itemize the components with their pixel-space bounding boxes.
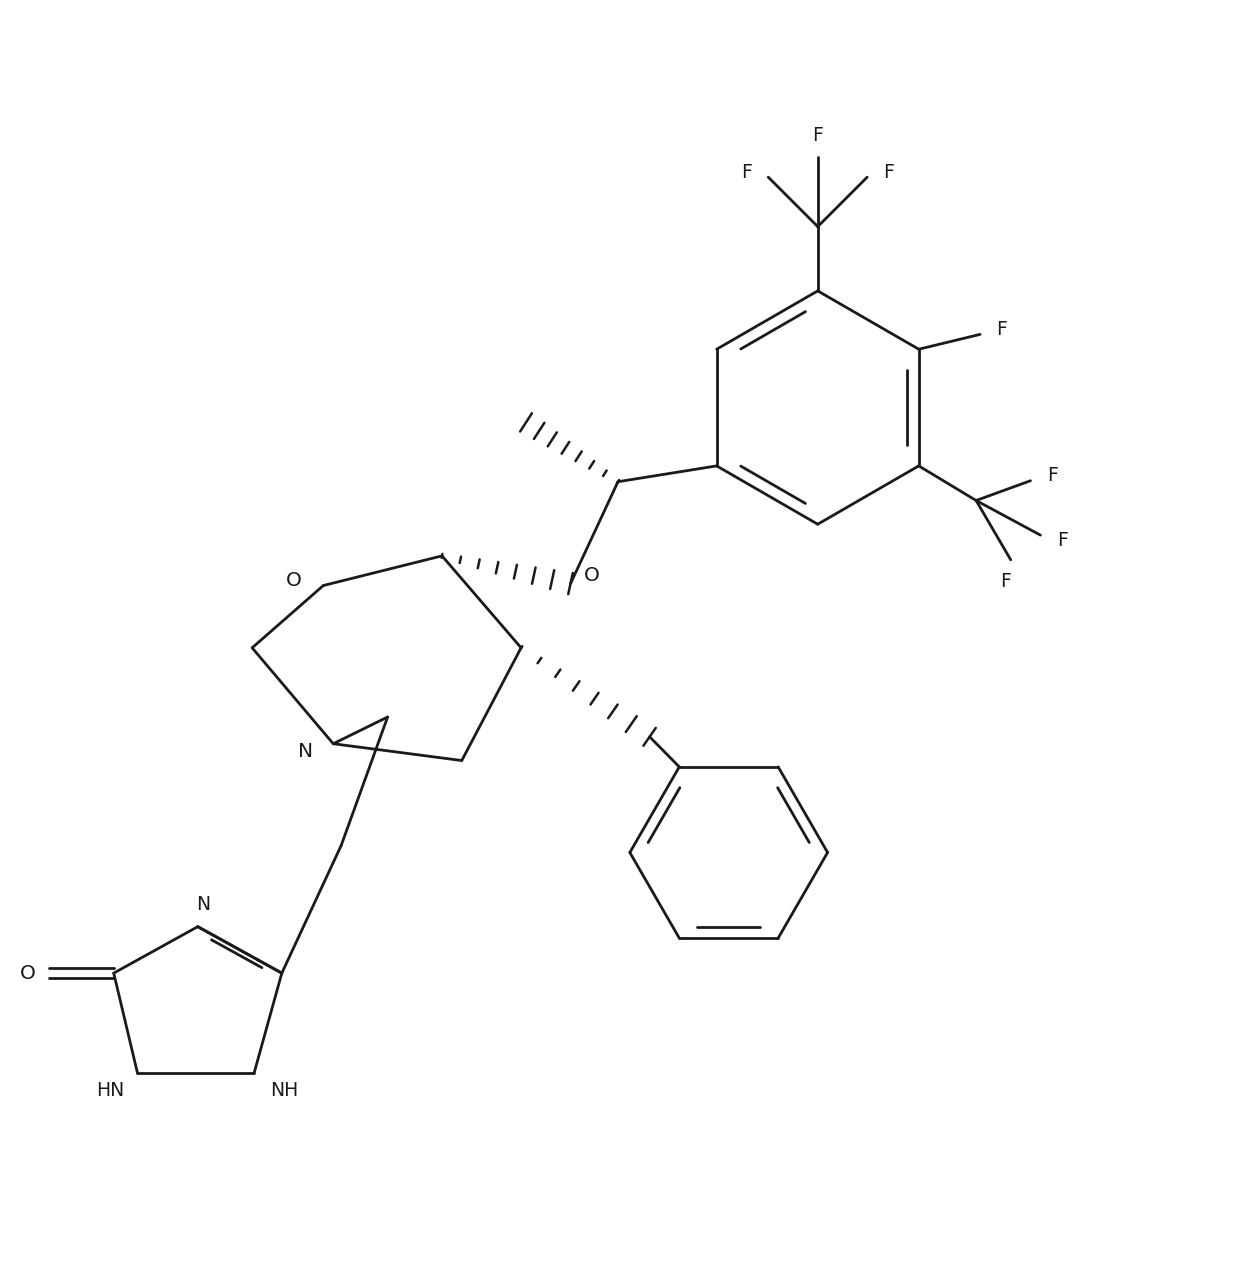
Text: O: O <box>585 566 600 585</box>
Text: HN: HN <box>96 1081 123 1100</box>
Text: F: F <box>812 126 823 145</box>
Text: F: F <box>1056 531 1067 550</box>
Text: NH: NH <box>270 1081 297 1100</box>
Text: F: F <box>1001 573 1011 592</box>
Text: F: F <box>996 320 1007 339</box>
Text: O: O <box>20 963 36 982</box>
Text: N: N <box>297 742 313 761</box>
Text: F: F <box>742 163 752 182</box>
Text: N: N <box>196 895 210 914</box>
Text: O: O <box>286 571 301 590</box>
Text: F: F <box>884 163 895 182</box>
Text: F: F <box>1046 466 1058 485</box>
